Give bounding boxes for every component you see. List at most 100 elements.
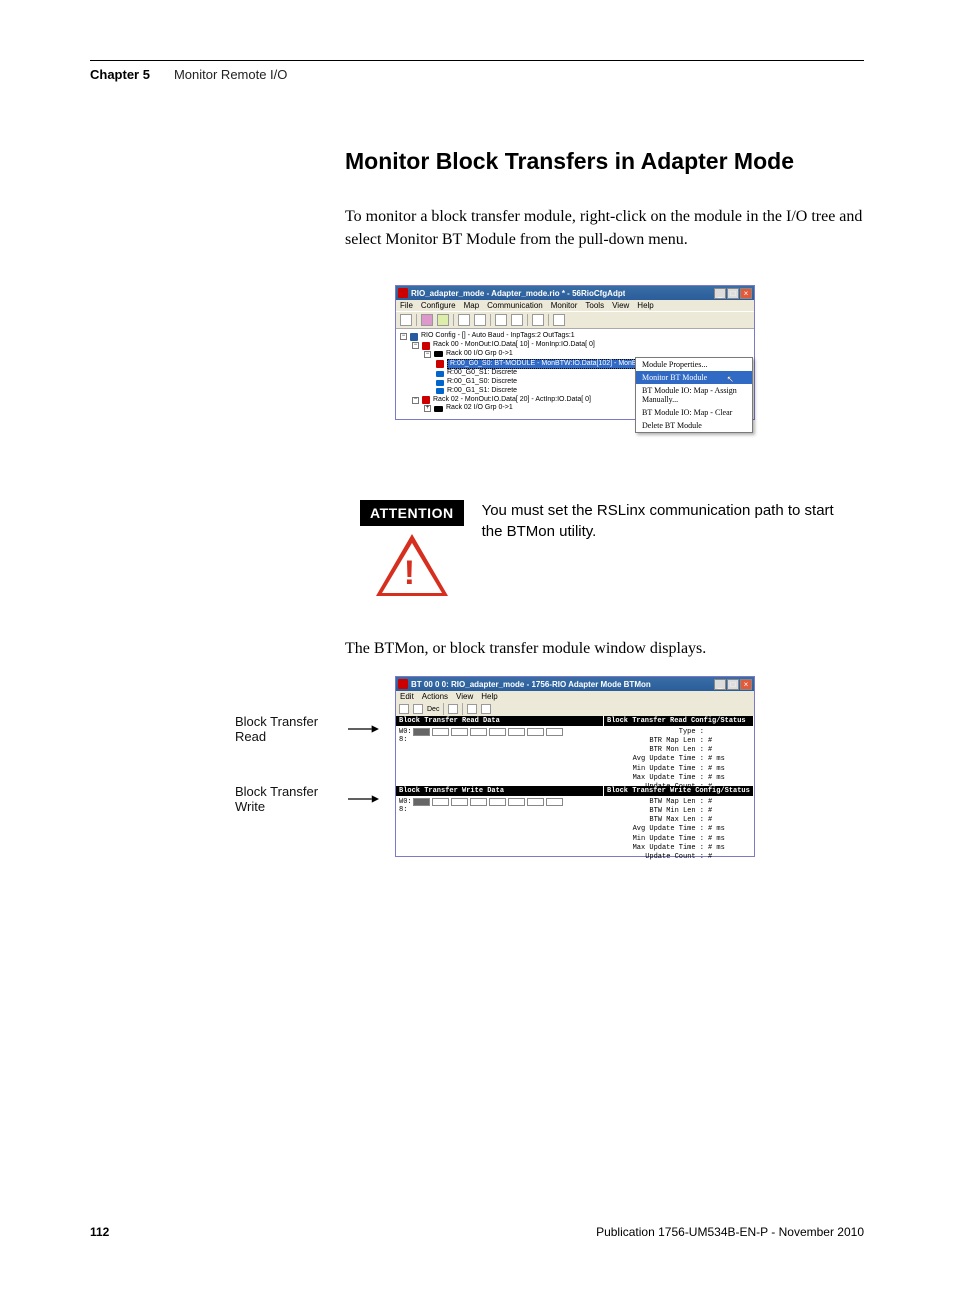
data-cell (470, 728, 487, 736)
maximize-button[interactable]: □ (727, 288, 739, 299)
app-icon (398, 679, 408, 689)
menu-help[interactable]: Help (637, 301, 653, 310)
toolbar-icon[interactable] (474, 314, 486, 326)
menu-tools[interactable]: Tools (585, 301, 604, 310)
tree-root[interactable]: −RIO Config - [] - Auto Baud - InpTags:2… (400, 332, 750, 341)
chapter-label: Chapter 5 (90, 67, 150, 82)
body-paragraph: The BTMon, or block transfer module wind… (345, 640, 864, 658)
ctx-monitor-bt-module[interactable]: Monitor BT Module ↖ (636, 371, 752, 384)
data-cell (451, 728, 468, 736)
data-cell (527, 728, 544, 736)
toolbar-icon[interactable] (399, 704, 409, 714)
attention-label: ATTENTION (360, 500, 464, 526)
btmon-figure: Block Transfer Read Block Transfer Write… (235, 676, 954, 857)
config-line: BTR Mon Len :# (607, 746, 750, 755)
window-title: RIO_adapter_mode - Adapter_mode.rio * - … (411, 289, 625, 298)
ctx-map-clear[interactable]: BT Module IO: Map - Clear (636, 406, 752, 419)
row-label: 8: (399, 806, 411, 814)
menu-view[interactable]: View (456, 692, 473, 701)
toolbar-icon[interactable] (421, 314, 433, 326)
toolbar-icon[interactable] (532, 314, 544, 326)
config-line: Max Update Time :# ms (607, 774, 750, 783)
toolbar (396, 311, 754, 329)
section-heading: Monitor Block Transfers in Adapter Mode (345, 148, 954, 175)
toolbar-icon[interactable] (467, 704, 477, 714)
row-label: W0: (399, 798, 411, 806)
menu-configure[interactable]: Configure (421, 301, 456, 310)
page-header: Chapter 5 Monitor Remote I/O (0, 67, 954, 82)
ctx-map-assign[interactable]: BT Module IO: Map - Assign Manually... (636, 384, 752, 406)
data-cell (489, 798, 506, 806)
menu-file[interactable]: File (400, 301, 413, 310)
arrow-icon (348, 794, 379, 804)
btmon-window: BT 00 0 0: RIO_adapter_mode - 1756-RIO A… (395, 676, 755, 857)
menu-edit[interactable]: Edit (400, 692, 414, 701)
toolbar-label: Dec (427, 706, 439, 713)
bt-write-config-panel: Block Transfer Write Config/Status BTW M… (604, 786, 754, 856)
config-line: Max Update Time :# ms (607, 844, 750, 853)
menu-actions[interactable]: Actions (422, 692, 448, 701)
app-icon (398, 288, 408, 298)
data-cell (413, 798, 430, 806)
ctx-module-properties[interactable]: Module Properties... (636, 358, 752, 371)
config-line: Min Update Time :# ms (607, 765, 750, 774)
data-cell (546, 798, 563, 806)
toolbar-icon[interactable] (511, 314, 523, 326)
minimize-button[interactable]: _ (714, 288, 726, 299)
row-label: 8: (399, 736, 411, 744)
data-cell (413, 728, 430, 736)
bt-read-data-panel: Block Transfer Read Data W0: 8: (396, 716, 604, 786)
config-line: BTW Min Len :# (607, 807, 750, 816)
config-line: BTR Map Len :# (607, 737, 750, 746)
minimize-button[interactable]: _ (714, 679, 726, 690)
data-cell (470, 798, 487, 806)
toolbar-icon[interactable] (437, 314, 449, 326)
close-button[interactable]: × (740, 288, 752, 299)
menubar: File Configure Map Communication Monitor… (396, 300, 754, 311)
toolbar-icon[interactable] (481, 704, 491, 714)
page-footer: 112 Publication 1756-UM534B-EN-P - Novem… (90, 1225, 864, 1239)
attention-text: You must set the RSLinx communication pa… (482, 500, 842, 542)
data-cell (451, 798, 468, 806)
menu-monitor[interactable]: Monitor (551, 301, 578, 310)
save-icon[interactable] (400, 314, 412, 326)
panel-heading: Block Transfer Read Data (396, 716, 603, 726)
data-cell (508, 798, 525, 806)
label-bt-read: Block Transfer Read (235, 714, 379, 744)
cursor-icon: ↖ (726, 374, 734, 385)
close-button[interactable]: × (740, 679, 752, 690)
panel-heading: Block Transfer Write Data (396, 786, 603, 796)
window-titlebar: RIO_adapter_mode - Adapter_mode.rio * - … (396, 286, 754, 300)
bt-read-config-panel: Block Transfer Read Config/Status Type :… (604, 716, 754, 786)
window-title: BT 00 0 0: RIO_adapter_mode - 1756-RIO A… (411, 680, 651, 689)
row-label: W0: (399, 728, 411, 736)
config-line: BTW Map Len :# (607, 798, 750, 807)
config-line: Avg Update Time :# ms (607, 755, 750, 764)
config-window: RIO_adapter_mode - Adapter_mode.rio * - … (395, 285, 755, 420)
toolbar-icon[interactable] (495, 314, 507, 326)
context-menu: Module Properties... Monitor BT Module ↖… (635, 357, 753, 433)
data-cell (432, 798, 449, 806)
menu-communication[interactable]: Communication (487, 301, 543, 310)
publication-id: Publication 1756-UM534B-EN-P - November … (596, 1225, 864, 1239)
toolbar-icon[interactable] (448, 704, 458, 714)
label-bt-write: Block Transfer Write (235, 784, 379, 814)
help-icon[interactable] (553, 314, 565, 326)
config-line: Type : (607, 728, 750, 737)
toolbar-icon[interactable] (413, 704, 423, 714)
tree-rack[interactable]: −Rack 00 - MonOut:IO.Data[ 10] - MonInp:… (400, 341, 750, 350)
menu-help[interactable]: Help (481, 692, 497, 701)
menubar: Edit Actions View Help (396, 691, 754, 702)
menu-view[interactable]: View (612, 301, 629, 310)
toolbar-icon[interactable] (458, 314, 470, 326)
data-cell (489, 728, 506, 736)
config-line: Update Count :# (607, 853, 750, 862)
data-cell (527, 798, 544, 806)
page-number: 112 (90, 1225, 109, 1239)
panel-heading: Block Transfer Write Config/Status (604, 786, 753, 796)
ctx-delete-bt[interactable]: Delete BT Module (636, 419, 752, 432)
menu-map[interactable]: Map (464, 301, 480, 310)
maximize-button[interactable]: □ (727, 679, 739, 690)
bt-write-data-panel: Block Transfer Write Data W0: 8: (396, 786, 604, 856)
config-line: Avg Update Time :# ms (607, 825, 750, 834)
